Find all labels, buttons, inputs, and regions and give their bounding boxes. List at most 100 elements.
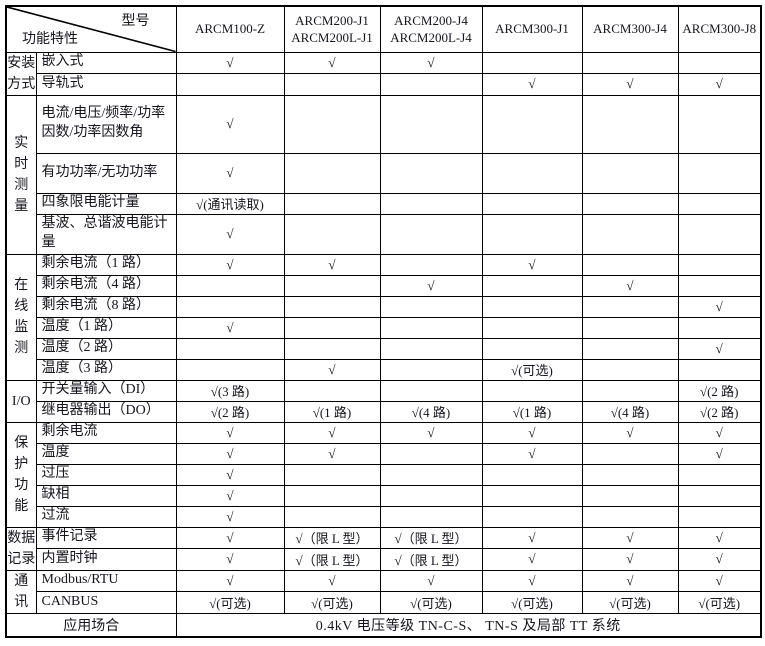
spec-cell: √（限 L 型） — [283, 548, 381, 571]
spec-cell: √ — [175, 51, 285, 74]
spec-cell — [677, 505, 762, 528]
spec-cell — [581, 213, 679, 255]
application-value: 0.4kV 电压等级 TN-C-S、 TN-S 及局部 TT 系统 — [175, 612, 762, 638]
table-row: 温度（3 路） √ √(可选) — [6, 358, 762, 381]
model-name-line1: ARCM300-J8 — [682, 21, 757, 37]
spec-cell: √(1 路) — [283, 400, 381, 423]
feature-label: 剩余电流（1 路） — [35, 253, 177, 276]
spec-cell — [677, 316, 762, 339]
feature-label: 继电器输出（DO） — [35, 400, 177, 423]
spec-cell: √ — [581, 569, 679, 592]
table-row: 过压 √ — [6, 463, 762, 486]
spec-cell: √(可选) — [283, 591, 381, 614]
spec-cell — [677, 51, 762, 74]
spec-cell — [581, 358, 679, 381]
model-comparison-table: 型号 功能特性 ARCM100-Z ARCM200-J1 ARCM200L-J1… — [5, 5, 762, 638]
table-row: I/O 开关量输入（DI） √(3 路) √(2 路) — [5, 379, 762, 423]
feature-label: 温度（3 路） — [35, 358, 177, 381]
spec-cell — [379, 505, 483, 528]
spec-cell: √ — [481, 253, 583, 276]
feature-label: 嵌入式 — [35, 51, 177, 74]
spec-cell: √(可选) — [175, 591, 285, 614]
table-row: 剩余电流（4 路） √ √ — [6, 274, 762, 297]
model-column-header: ARCM300-J8 — [677, 5, 762, 53]
spec-cell: √ — [677, 442, 762, 465]
spec-cell: √ — [175, 152, 285, 194]
table-row: 缺相 √ — [6, 484, 762, 507]
spec-cell — [379, 379, 483, 402]
spec-cell — [379, 358, 483, 381]
spec-cell — [481, 337, 583, 360]
spec-cell — [175, 358, 285, 381]
model-name-line1: ARCM200-J1 — [295, 12, 369, 28]
spec-cell — [283, 192, 381, 215]
table-row: 导轨式 √ √ √ — [6, 73, 762, 96]
model-column-header: ARCM100-Z — [175, 5, 285, 53]
table-row: 安装 方式 嵌入式 √ √ √ — [5, 51, 762, 96]
spec-cell: √（限 L 型） — [283, 526, 381, 549]
model-name-line1: ARCM200-J4 — [394, 12, 468, 28]
section-group-label: 实 时 测 量 — [5, 94, 37, 255]
spec-cell: √ — [581, 526, 679, 549]
spec-cell — [581, 316, 679, 339]
spec-cell — [581, 505, 679, 528]
spec-cell — [283, 505, 381, 528]
spec-cell — [581, 94, 679, 154]
spec-cell — [283, 295, 381, 318]
spec-cell: √ — [175, 421, 285, 444]
spec-cell: √ — [379, 421, 483, 444]
spec-cell: √ — [481, 526, 583, 549]
table-row: 有功功率/无功功率 √ — [6, 152, 762, 194]
spec-cell — [581, 192, 679, 215]
spec-cell — [379, 192, 483, 215]
spec-cell — [581, 442, 679, 465]
spec-cell: √ — [283, 421, 381, 444]
spec-cell — [175, 337, 285, 360]
spec-cell: √ — [677, 295, 762, 318]
spec-cell: √ — [175, 548, 285, 571]
spec-cell — [581, 484, 679, 507]
spec-cell: √ — [175, 442, 285, 465]
section-group-label: 在 线 监 测 — [5, 253, 37, 381]
feature-label: 有功功率/无功功率 — [35, 152, 177, 194]
spec-cell — [379, 295, 483, 318]
feature-label: Modbus/RTU — [35, 569, 177, 592]
spec-cell: √ — [175, 569, 285, 592]
spec-cell — [581, 463, 679, 486]
feature-label: CANBUS — [35, 591, 177, 614]
spec-cell — [283, 94, 381, 154]
corner-model-label: 型号 — [121, 14, 150, 29]
spec-cell — [283, 463, 381, 486]
spec-cell — [481, 505, 583, 528]
model-name-line1: ARCM300-J1 — [495, 21, 569, 37]
spec-cell — [581, 295, 679, 318]
spec-cell — [481, 94, 583, 154]
table-row: 过流 √ — [6, 505, 762, 528]
spec-cell — [677, 484, 762, 507]
spec-cell — [481, 213, 583, 255]
spec-cell: √ — [175, 213, 285, 255]
model-name-line1: ARCM100-Z — [194, 21, 266, 37]
section-group-label: 保 护 功 能 — [5, 421, 37, 528]
spec-cell: √(2 路) — [677, 400, 762, 423]
table-row: 温度（1 路） √ — [6, 316, 762, 339]
spec-cell: √（限 L 型） — [379, 548, 483, 571]
spec-cell: √(可选) — [379, 591, 483, 614]
spec-cell: √ — [175, 253, 285, 276]
spec-cell — [175, 274, 285, 297]
spec-cell — [379, 152, 483, 194]
spec-cell: √ — [283, 51, 381, 74]
spec-cell — [481, 295, 583, 318]
model-name-line1: ARCM300-J4 — [593, 21, 667, 37]
spec-cell — [379, 213, 483, 255]
spec-cell — [677, 463, 762, 486]
spec-cell: √ — [677, 73, 762, 96]
spec-cell — [175, 73, 285, 96]
spec-cell: √ — [379, 51, 483, 74]
spec-cell: √(4 路) — [581, 400, 679, 423]
spec-cell: √ — [581, 73, 679, 96]
table-row: 继电器输出（DO） √(2 路) √(1 路) √(4 路) √(1 路) √(… — [6, 400, 762, 423]
spec-cell: √ — [677, 548, 762, 571]
section-group-label: 安装 方式 — [5, 51, 37, 96]
table-row: 温度 √ √ √ √ — [6, 442, 762, 465]
